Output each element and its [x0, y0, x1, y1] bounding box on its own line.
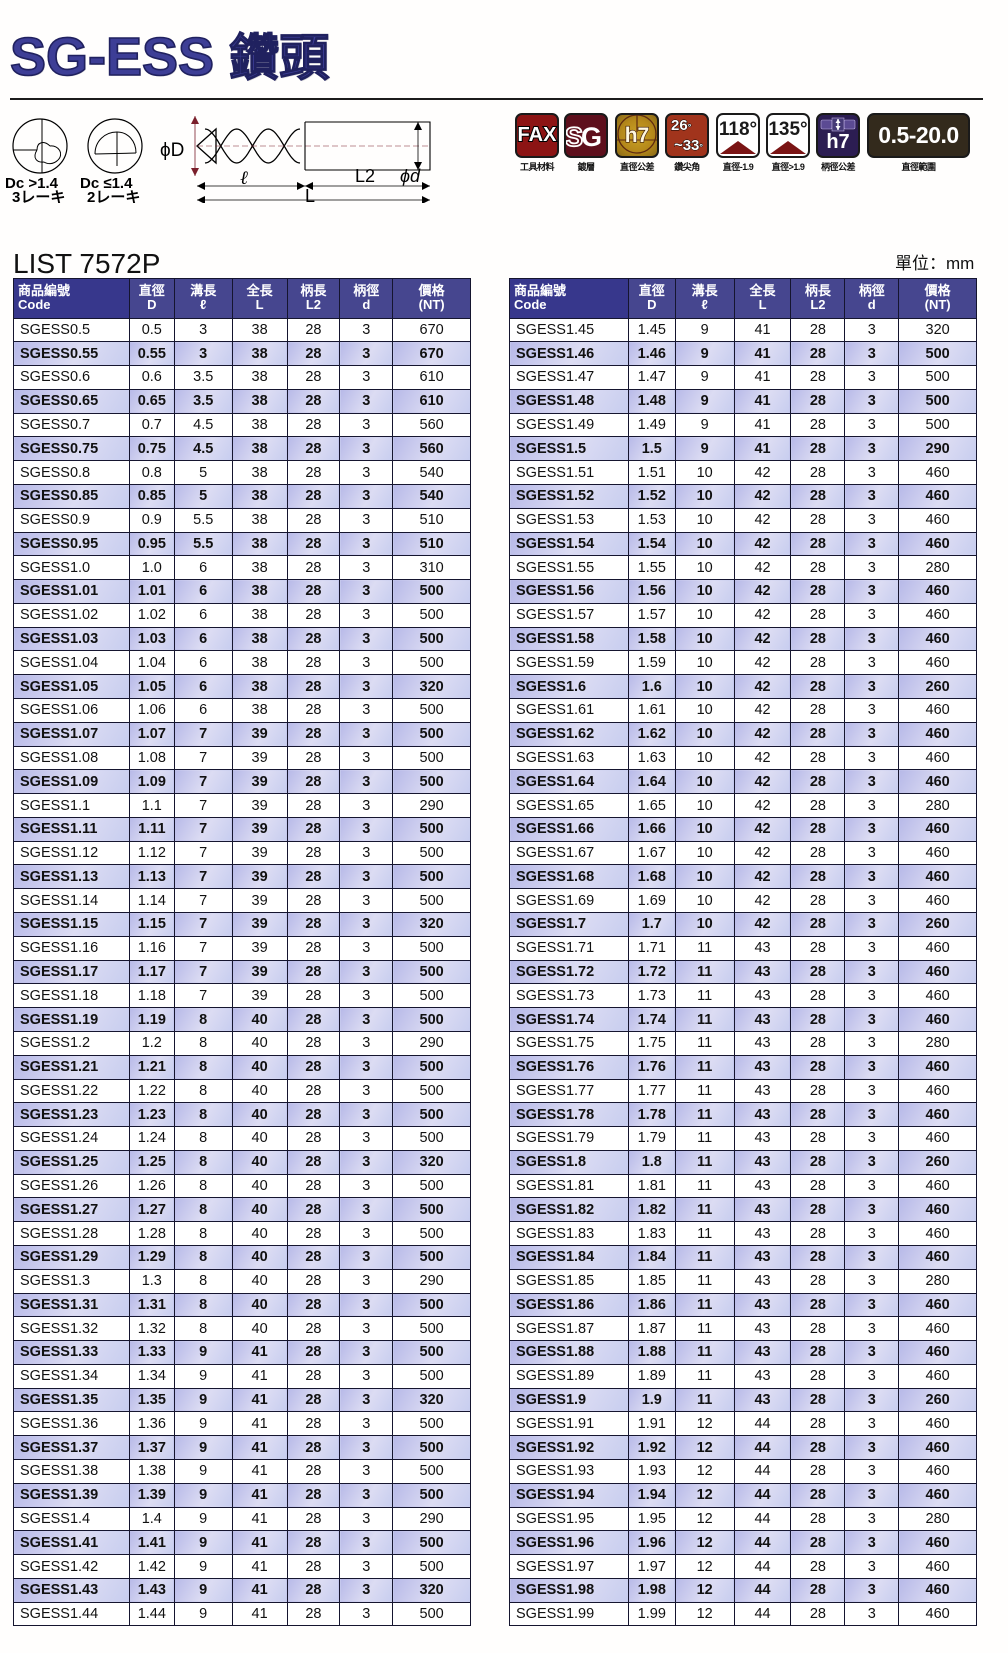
svg-text:ℓ: ℓ	[240, 168, 248, 189]
svg-text:L: L	[305, 186, 315, 203]
svg-text:3レーキ: 3レーキ	[12, 189, 65, 203]
svg-text:ϕD: ϕD	[160, 140, 184, 161]
svg-text:2レーキ: 2レーキ	[87, 189, 140, 203]
svg-text:L2: L2	[355, 166, 375, 186]
svg-text:G: G	[581, 122, 602, 152]
svg-text:ϕd: ϕd	[400, 166, 421, 186]
